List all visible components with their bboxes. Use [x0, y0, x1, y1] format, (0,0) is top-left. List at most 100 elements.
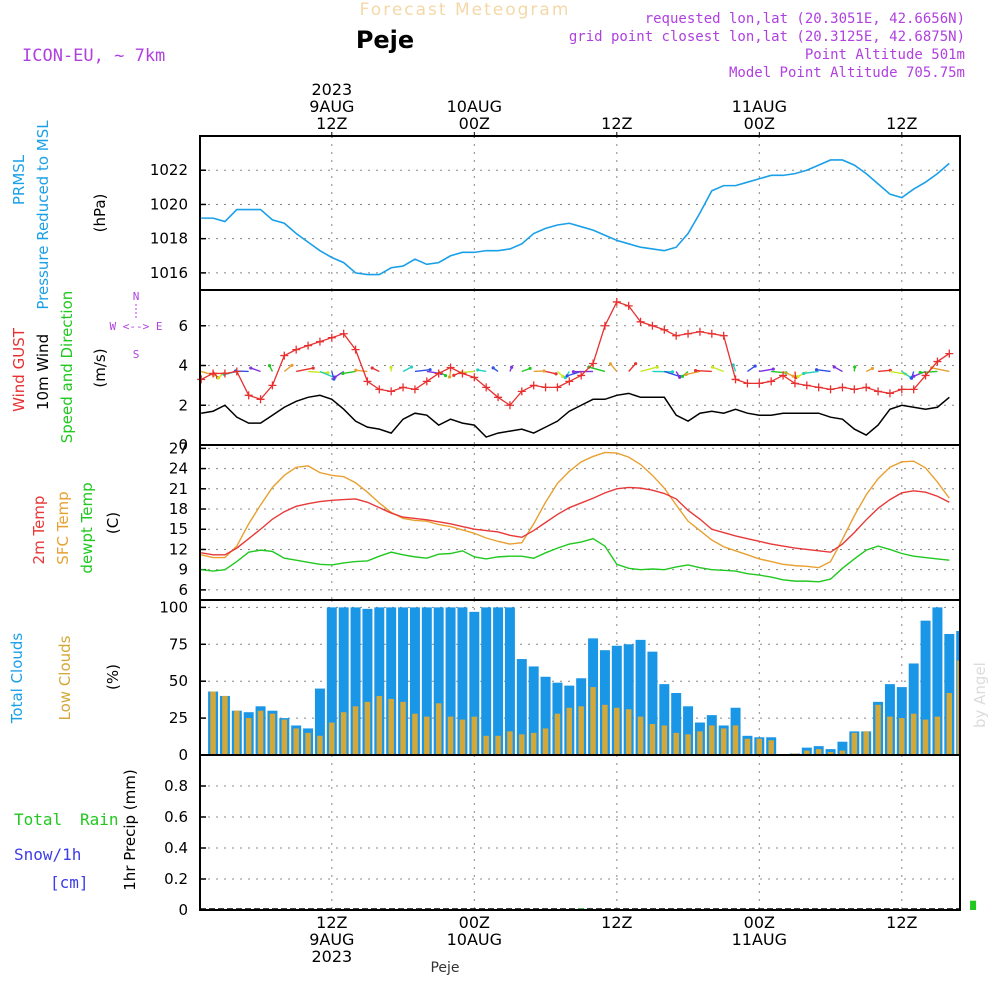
- low-cloud-bar: [376, 695, 383, 755]
- y-tick-label: 9: [178, 561, 188, 579]
- gust-marker: [244, 391, 253, 400]
- total-cloud-bar: [314, 688, 325, 755]
- gust-marker: [921, 371, 930, 380]
- dewpt-temp-label: dewpt Temp: [78, 482, 96, 573]
- gust-marker: [268, 381, 277, 390]
- low-cloud-bar: [495, 735, 501, 755]
- bottom-time-label: 12Z: [316, 913, 347, 932]
- top-time-label: 2023: [311, 80, 352, 99]
- y-tick-label: 75: [169, 635, 188, 653]
- low-cloud-bar: [293, 728, 299, 755]
- total-cloud-bar: [493, 607, 504, 755]
- low-cloud-bar: [946, 693, 953, 755]
- low-cloud-bar: [234, 710, 240, 755]
- y-tick-label: 6: [178, 317, 188, 335]
- y-tick-label: 15: [169, 520, 188, 538]
- low-cloud-bar: [542, 728, 549, 755]
- wind-arrow: [685, 370, 701, 376]
- wind-gust-label: Wind GUST: [10, 327, 28, 412]
- wind-arrow-head: [710, 365, 715, 369]
- temperature-grid: [200, 445, 960, 600]
- low-cloud-bar: [340, 712, 347, 755]
- total-cloud-bar: [409, 607, 420, 755]
- y-tick-label: 0: [178, 746, 188, 764]
- wind-arrow-head: [389, 365, 393, 370]
- wind-arrow: [355, 369, 368, 373]
- gust-marker: [197, 375, 206, 384]
- wind-arrow-head: [510, 365, 514, 369]
- total-cloud-bar: [528, 666, 539, 755]
- temperature-series: [201, 451, 950, 583]
- low-cloud-bar: [957, 660, 960, 755]
- gust-marker: [553, 383, 562, 392]
- low-clouds-label: Low Clouds: [56, 635, 74, 720]
- gust-marker: [862, 383, 871, 392]
- y-tick-label: 0.4: [164, 839, 188, 857]
- precip-grid: [200, 755, 960, 911]
- y-tick-label: 4: [178, 357, 188, 375]
- total-cloud-bar: [457, 607, 468, 755]
- y-tick-label: 0.6: [164, 808, 188, 826]
- wind-arrow-head: [912, 374, 916, 378]
- bottom-time-label: 10AUG: [447, 930, 502, 949]
- pressure-panel: PRMSL Pressure Reduced to MSL (hPa) 1016…: [10, 120, 961, 310]
- wind-arrow-head: [565, 374, 569, 378]
- gust-marker: [529, 381, 538, 390]
- gust-marker: [885, 389, 894, 398]
- wind-arrow: [803, 370, 819, 375]
- wind-arrow: [283, 364, 293, 373]
- gust-marker: [315, 337, 324, 346]
- y-tick-label: 0: [178, 436, 188, 454]
- gust-marker: [458, 369, 467, 378]
- y-tick-label: 1016: [150, 264, 188, 282]
- gust-marker: [482, 383, 491, 392]
- gust-marker: [612, 297, 621, 306]
- gust-marker: [220, 369, 229, 378]
- low-cloud-bar: [352, 706, 359, 755]
- total-cloud-bar: [908, 663, 919, 755]
- low-cloud-bar: [471, 716, 478, 755]
- pressure-unit-label: (hPa): [91, 194, 109, 233]
- total-cloud-bar: [326, 607, 337, 755]
- wind-arrow-head: [802, 371, 806, 376]
- gust-marker: [755, 379, 764, 388]
- low-cloud-bar: [614, 707, 620, 755]
- gust-marker: [600, 321, 609, 330]
- y-tick-label: 24: [169, 460, 188, 478]
- gust-marker: [731, 375, 740, 384]
- wind-arrow-head: [571, 370, 576, 374]
- wind-arrow: [250, 367, 261, 373]
- low-cloud-bar: [281, 719, 288, 755]
- gust-marker: [719, 331, 728, 340]
- y-tick-label: 2: [178, 396, 188, 414]
- wind-arrow-head: [678, 375, 682, 379]
- wind-y-axis: 0 2 4 6: [178, 317, 206, 454]
- temperature-y-axis: 6 9 12 15 18 21 24 27: [169, 439, 206, 599]
- gust-marker: [387, 387, 396, 396]
- top-time-label: 12Z: [886, 114, 917, 133]
- gust-marker: [826, 385, 835, 394]
- low-cloud-bar: [673, 732, 679, 755]
- wind-arrow-head: [311, 366, 315, 370]
- model-altitude: Model Point Altitude 705.75m: [729, 65, 965, 81]
- gust-marker: [684, 329, 693, 338]
- compass-west-east: W <--> E: [110, 320, 163, 333]
- wind-arrow: [308, 370, 328, 374]
- wind-arrow: [931, 367, 950, 373]
- y-tick-label: 27: [169, 439, 188, 457]
- y-tick-label: 1020: [150, 195, 188, 213]
- y-tick-label: 21: [169, 480, 188, 498]
- y-tick-label: 18: [169, 500, 188, 518]
- top-time-label: 11AUG: [732, 97, 787, 116]
- chart-title: Forecast Meteogram: [360, 0, 571, 20]
- wind-arrow-head: [491, 366, 495, 370]
- top-time-label: 9AUG: [309, 97, 354, 116]
- gust-marker: [304, 341, 313, 350]
- low-cloud-bar: [709, 725, 715, 755]
- low-cloud-bar: [578, 706, 584, 755]
- wind-arrow-head: [528, 366, 532, 370]
- compass-south: S: [133, 348, 140, 361]
- wind-arrow: [664, 370, 680, 378]
- gust-marker: [850, 385, 859, 394]
- wind-arrow: [588, 366, 606, 373]
